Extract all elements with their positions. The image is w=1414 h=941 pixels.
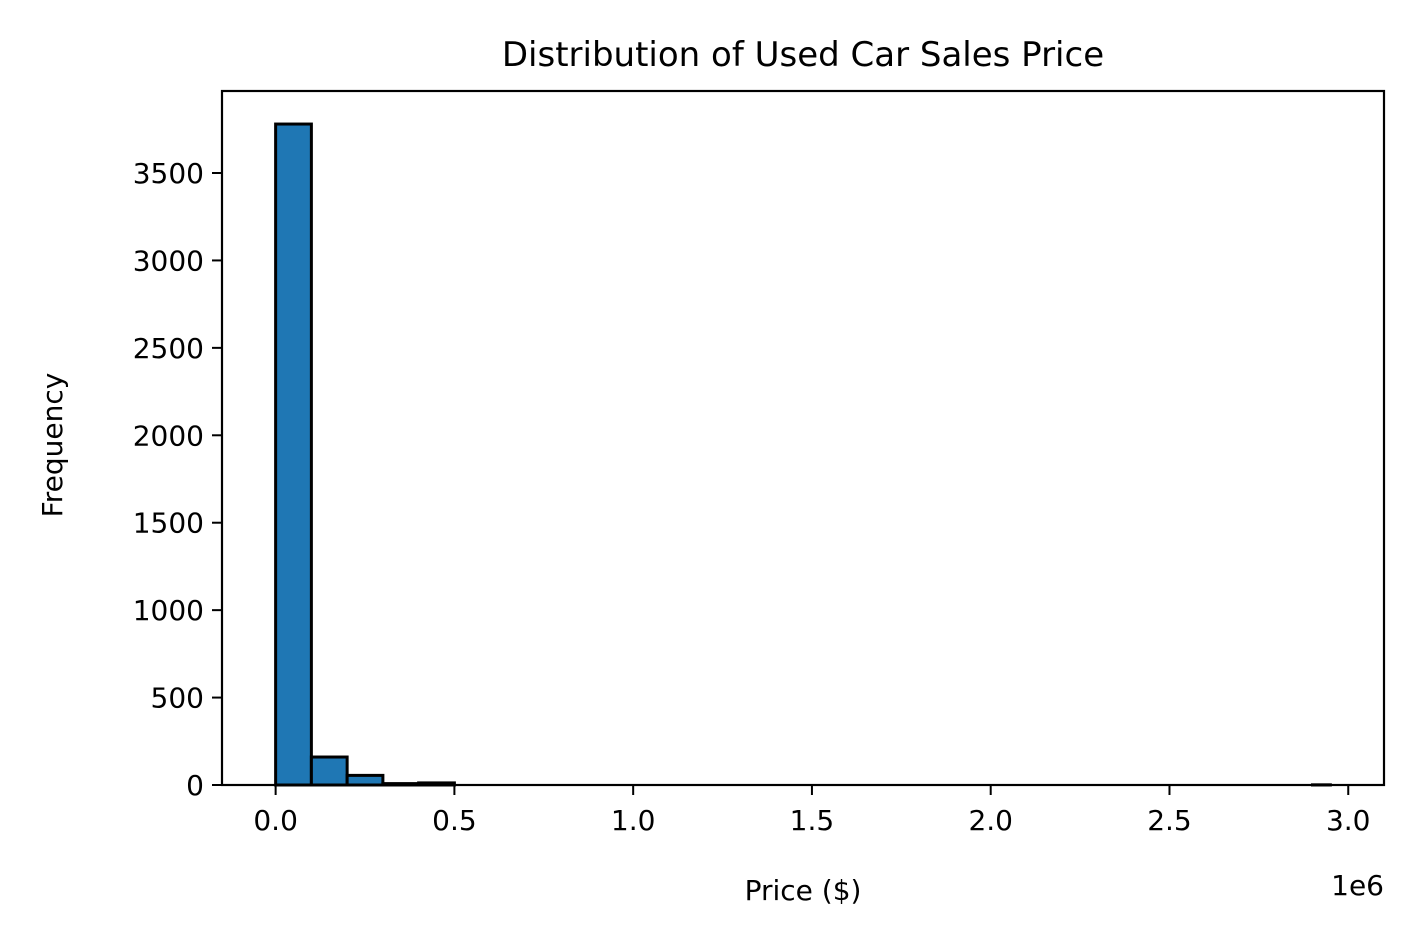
y-tick-label: 1500 bbox=[133, 507, 204, 540]
y-axis-label: Frequency bbox=[36, 373, 69, 518]
x-axis-offset-label: 1e6 bbox=[1331, 869, 1384, 902]
y-tick-label: 0 bbox=[186, 769, 204, 802]
histogram-bar bbox=[274, 122, 313, 787]
x-tick-label: 0.0 bbox=[253, 804, 298, 837]
x-tick-label: 3.0 bbox=[1326, 804, 1371, 837]
y-tick-label: 1000 bbox=[133, 594, 204, 627]
chart-title: Distribution of Used Car Sales Price bbox=[502, 35, 1104, 75]
x-tick-label: 2.5 bbox=[1147, 804, 1192, 837]
histogram-bar bbox=[309, 755, 349, 787]
x-axis-ticks: 0.0 0.5 1.0 1.5 2.0 2.5 3.0 bbox=[253, 785, 1371, 837]
x-tick-label: 0.5 bbox=[432, 804, 477, 837]
x-tick-label: 1.0 bbox=[611, 804, 656, 837]
x-tick-label: 1.5 bbox=[790, 804, 835, 837]
y-axis-ticks: 0 500 1000 1500 2000 2500 3000 3500 bbox=[133, 157, 222, 802]
x-axis-label: Price ($) bbox=[745, 874, 862, 907]
x-tick-label: 2.0 bbox=[968, 804, 1013, 837]
y-tick-label: 2500 bbox=[133, 332, 204, 365]
histogram-bar bbox=[345, 773, 385, 787]
y-tick-label: 500 bbox=[151, 682, 204, 715]
plot-frame bbox=[220, 89, 1386, 787]
bars-layer bbox=[274, 122, 1332, 787]
y-tick-label: 2000 bbox=[133, 419, 204, 452]
y-tick-label: 3500 bbox=[133, 157, 204, 190]
y-tick-label: 3000 bbox=[133, 244, 204, 277]
